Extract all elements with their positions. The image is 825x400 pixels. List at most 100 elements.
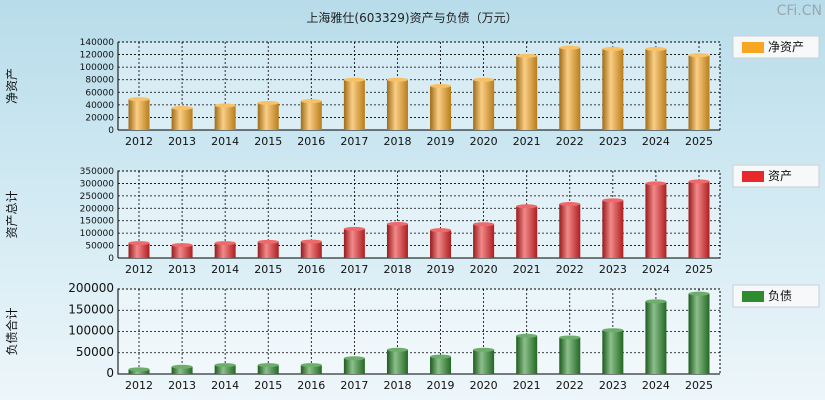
bar-2024 <box>645 301 667 374</box>
y-tick-label: 100000 <box>68 324 114 338</box>
legend-label: 净资产 <box>768 40 804 54</box>
legend-swatch <box>742 291 764 302</box>
bar-2019 <box>430 356 452 374</box>
x-tick-label: 2014 <box>211 135 239 148</box>
bar-2023 <box>602 200 624 258</box>
bar-2012 <box>128 99 150 130</box>
bar-cap-2020 <box>473 222 495 227</box>
bar-2021 <box>516 206 538 258</box>
x-tick-label: 2020 <box>470 263 498 276</box>
bar-2013 <box>171 366 193 374</box>
x-tick-label: 2016 <box>297 135 325 148</box>
y-tick-label: 60000 <box>85 88 114 98</box>
bar-2025 <box>688 293 710 374</box>
bar-2025 <box>688 55 710 131</box>
x-tick-label: 2014 <box>211 263 239 276</box>
x-tick-label: 2019 <box>427 135 455 148</box>
x-tick-label: 2017 <box>340 135 368 148</box>
bar-2022 <box>559 47 581 130</box>
x-tick-label: 2013 <box>168 379 196 392</box>
x-tick-label: 2024 <box>642 135 670 148</box>
bar-2018 <box>386 223 408 258</box>
y-tick-label: 250000 <box>80 192 115 202</box>
y-axis-label: 负债合计 <box>4 307 19 355</box>
y-tick-label: 350000 <box>80 167 115 177</box>
bar-2021 <box>516 335 538 374</box>
y-tick-label: 50000 <box>85 242 114 252</box>
bar-cap-2013 <box>171 106 193 110</box>
bar-cap-2022 <box>559 335 581 340</box>
bar-cap-2014 <box>214 103 236 108</box>
x-tick-label: 2024 <box>642 263 670 276</box>
plot-area <box>118 171 720 258</box>
y-tick-label: 200000 <box>80 204 115 214</box>
bar-2021 <box>516 55 538 131</box>
x-tick-label: 2022 <box>556 263 584 276</box>
bar-2020 <box>473 349 495 374</box>
x-tick-label: 2023 <box>599 379 627 392</box>
y-tick-label: 120000 <box>80 51 115 61</box>
bar-2017 <box>343 358 365 374</box>
bar-cap-2020 <box>473 347 495 352</box>
bar-cap-2013 <box>171 364 193 369</box>
x-tick-label: 2023 <box>599 263 627 276</box>
bar-2019 <box>430 230 452 258</box>
bar-cap-2022 <box>559 45 581 50</box>
y-tick-label: 100000 <box>80 229 115 239</box>
bar-2017 <box>343 79 365 130</box>
bar-cap-2025 <box>688 53 710 58</box>
y-tick-label: 140000 <box>80 38 115 48</box>
x-tick-label: 2025 <box>685 263 713 276</box>
bar-2013 <box>171 108 193 130</box>
bar-cap-2023 <box>602 328 624 333</box>
x-tick-label: 2019 <box>427 263 455 276</box>
bar-cap-2012 <box>128 97 150 102</box>
bar-cap-2018 <box>386 347 408 352</box>
bar-cap-2023 <box>602 46 624 51</box>
bar-2012 <box>128 243 150 258</box>
x-tick-label: 2012 <box>125 379 153 392</box>
bar-cap-2019 <box>430 354 452 359</box>
bar-cap-2016 <box>300 363 322 368</box>
x-tick-label: 2021 <box>513 135 541 148</box>
bar-cap-2021 <box>516 53 538 58</box>
bar-cap-2022 <box>559 202 581 207</box>
chart-panel-2: 0 50000 100000 150000 200000 250000 300000 3500… <box>5 164 820 276</box>
bar-2025 <box>688 181 710 258</box>
bar-2022 <box>559 337 581 374</box>
bar-2014 <box>214 105 236 130</box>
chart-panel-1: 0 20000 40000 60000 80000 100000 120000 140000 2… <box>5 35 820 148</box>
bar-2017 <box>343 228 365 258</box>
bar-cap-2018 <box>386 77 408 82</box>
x-tick-label: 2017 <box>340 379 368 392</box>
y-tick-label: 150000 <box>80 217 115 227</box>
bar-2018 <box>386 349 408 374</box>
bar-cap-2015 <box>257 239 279 244</box>
bar-cap-2024 <box>645 46 667 51</box>
x-tick-label: 2016 <box>297 379 325 392</box>
x-tick-label: 2017 <box>340 263 368 276</box>
bar-2016 <box>300 241 322 258</box>
legend-label: 资产 <box>768 169 792 183</box>
legend-label: 负债 <box>768 289 792 303</box>
bar-2020 <box>473 79 495 130</box>
watermark-logo: CFi.CN <box>777 3 822 19</box>
x-tick-label: 2018 <box>383 263 411 276</box>
chart-panel-3: 0 50000 100000 150000 200000 2012 2013 2014 2015… <box>4 281 820 392</box>
page-title: 上海雅仕(603329)资产与负债（万元） <box>306 10 517 25</box>
legend: 资产 <box>732 164 820 188</box>
x-tick-label: 2020 <box>470 135 498 148</box>
bar-cap-2017 <box>343 77 365 82</box>
bar-cap-2014 <box>214 241 236 246</box>
bar-cap-2018 <box>386 221 408 226</box>
y-tick-label: 50000 <box>76 345 114 359</box>
bar-cap-2024 <box>645 299 667 304</box>
x-tick-label: 2012 <box>125 263 153 276</box>
bar-2015 <box>257 241 279 258</box>
x-tick-label: 2016 <box>297 263 325 276</box>
y-tick-label: 200000 <box>68 281 114 295</box>
bar-2012 <box>128 369 150 374</box>
y-tick-label: 0 <box>106 366 114 380</box>
bar-cap-2015 <box>257 100 279 105</box>
